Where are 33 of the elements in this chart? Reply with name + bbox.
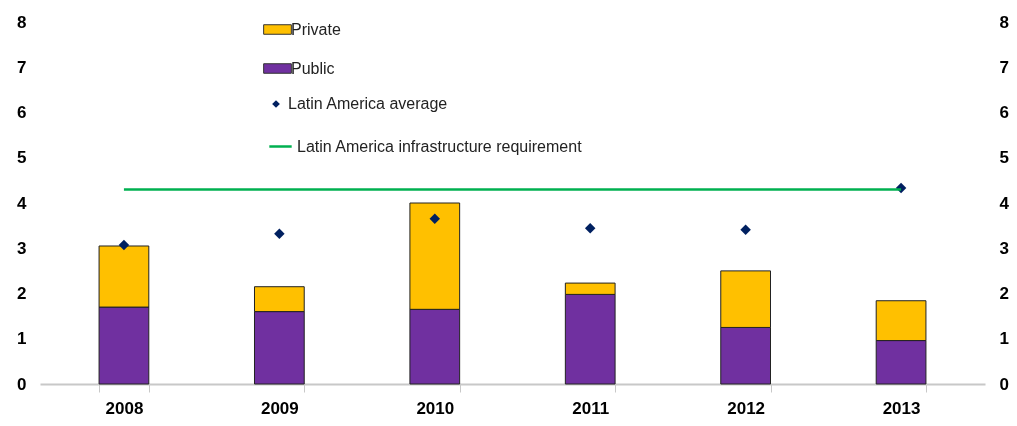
y2-tick-label: 7 <box>999 57 1009 77</box>
y2-tick-label: 5 <box>999 148 1009 168</box>
x-tick-label: 2013 <box>882 398 921 418</box>
y2-tick-label: 0 <box>999 374 1009 394</box>
point <box>429 213 441 225</box>
point <box>118 239 130 251</box>
y2-tick-label: 3 <box>999 238 1009 258</box>
x-tick-label: 2008 <box>105 398 144 418</box>
y-tick-label: 3 <box>17 238 27 258</box>
point <box>274 228 285 240</box>
y-tick-label: 0 <box>17 374 27 394</box>
x-tick-label: 2009 <box>260 398 299 418</box>
y-tick-label: 1 <box>17 329 27 349</box>
y-tick-label: 5 <box>17 148 27 168</box>
y2-tick-label: 8 <box>999 12 1009 32</box>
y-tick-label: 8 <box>17 12 27 32</box>
y2-tick-label: 4 <box>999 193 1010 213</box>
point <box>584 223 596 234</box>
point <box>740 224 751 235</box>
legend-label: Public <box>291 59 335 77</box>
y-tick-label: 2 <box>17 284 27 303</box>
y2-tick-label: 2 <box>999 284 1009 303</box>
y2-tick-label: 1 <box>999 329 1009 349</box>
y-tick-label: 7 <box>17 57 27 77</box>
legend-label: Private <box>291 20 341 38</box>
legend-label: Latin America average <box>288 95 448 112</box>
legend-label: Latin America infrastructure requirement <box>297 137 583 155</box>
x-tick-label: 2010 <box>416 398 455 418</box>
x-tick-label: 2011 <box>572 398 610 418</box>
x-tick-label: 2012 <box>727 398 766 418</box>
y2-tick-label: 6 <box>999 103 1009 122</box>
y-tick-label: 4 <box>17 193 28 213</box>
y-tick-label: 6 <box>17 103 27 122</box>
